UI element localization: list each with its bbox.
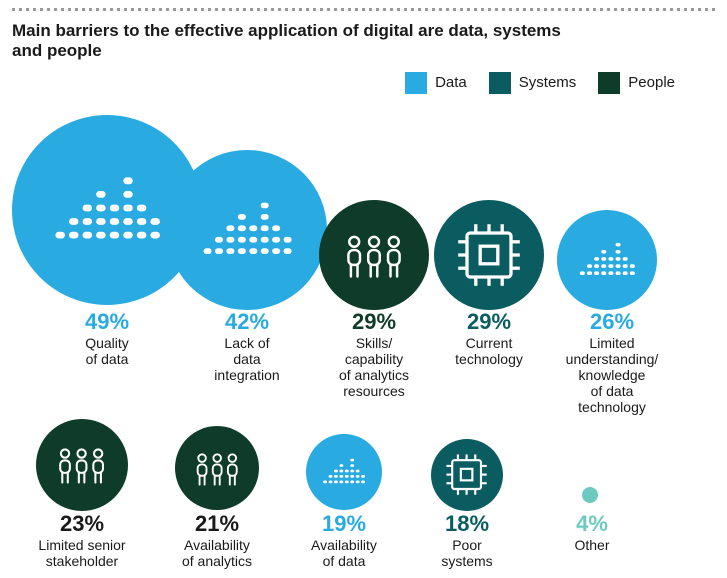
legend-label: People xyxy=(628,74,675,91)
label-line: technology xyxy=(433,351,545,367)
pct-value: 23% xyxy=(20,512,144,535)
pct-value: 21% xyxy=(161,512,273,535)
bubble-other xyxy=(582,487,598,503)
legend-item-systems: Systems xyxy=(489,72,577,94)
pct-value: 29% xyxy=(433,310,545,333)
label-desc: Limited seniorstakeholder xyxy=(20,537,144,569)
bubble-limited_understanding xyxy=(557,210,657,310)
label-quality_of_data: 49%Qualityof data xyxy=(42,310,172,367)
legend-label: Data xyxy=(435,74,467,91)
label-line: of data xyxy=(290,553,398,569)
people-icon xyxy=(192,443,242,493)
label-avail_analytics: 21%Availabilityof analytics xyxy=(161,512,273,569)
pct-value: 29% xyxy=(318,310,430,333)
label-lack_of_integration: 42%Lack ofdataintegration xyxy=(187,310,307,383)
label-line: knowledge xyxy=(547,367,677,383)
label-line: of data xyxy=(42,351,172,367)
label-line: of analytics xyxy=(161,553,273,569)
chip-icon xyxy=(456,222,522,288)
label-desc: Skills/capabilityof analyticsresources xyxy=(318,335,430,399)
label-current_tech: 29%Currenttechnology xyxy=(433,310,545,367)
bubble-skills_capability xyxy=(319,200,429,310)
legend-label: Systems xyxy=(519,74,577,91)
bubble-lack_of_integration xyxy=(167,150,327,310)
people-icon xyxy=(341,222,407,288)
label-desc: Limitedunderstanding/knowledgeof datatec… xyxy=(547,335,677,415)
label-line: stakeholder xyxy=(20,553,144,569)
label-limited_understanding: 26%Limitedunderstanding/knowledgeof data… xyxy=(547,310,677,416)
pct-value: 19% xyxy=(290,512,398,535)
label-line: technology xyxy=(547,399,677,415)
label-line: data xyxy=(187,351,307,367)
label-desc: Availabilityof data xyxy=(290,537,398,569)
legend: Data Systems People xyxy=(12,72,715,94)
pct-value: 4% xyxy=(542,512,642,535)
label-line: of analytics xyxy=(318,367,430,383)
legend-item-people: People xyxy=(598,72,675,94)
label-line: integration xyxy=(187,367,307,383)
bubble-avail_analytics xyxy=(175,426,259,510)
bubble-poor_systems xyxy=(431,439,503,511)
label-desc: Other xyxy=(542,537,642,553)
label-line: resources xyxy=(318,383,430,399)
pct-value: 42% xyxy=(187,310,307,333)
bars-icon xyxy=(50,153,164,267)
label-line: Lack of xyxy=(187,335,307,351)
label-line: Skills/ xyxy=(318,335,430,351)
pct-value: 26% xyxy=(547,310,677,333)
label-skills_capability: 29%Skills/capabilityof analyticsresource… xyxy=(318,310,430,399)
bubble-avail_data xyxy=(306,434,382,510)
label-line: systems xyxy=(415,553,519,569)
pct-value: 49% xyxy=(42,310,172,333)
bubble-current_tech xyxy=(434,200,544,310)
label-line: capability xyxy=(318,351,430,367)
label-poor_systems: 18%Poorsystems xyxy=(415,512,519,569)
label-line: Limited xyxy=(547,335,677,351)
label-line: Limited senior xyxy=(20,537,144,553)
label-desc: Lack ofdataintegration xyxy=(187,335,307,383)
legend-item-data: Data xyxy=(405,72,467,94)
label-avail_data: 19%Availabilityof data xyxy=(290,512,398,569)
swatch-people xyxy=(598,72,620,94)
label-line: Availability xyxy=(161,537,273,553)
dotted-top-border xyxy=(12,8,715,11)
label-desc: Availabilityof analytics xyxy=(161,537,273,569)
chart-title: Main barriers to the effective applicati… xyxy=(12,21,572,62)
label-line: Current xyxy=(433,335,545,351)
label-line: of data xyxy=(547,383,677,399)
bubble-chart: 49%Qualityof data42%Lack ofdataintegrati… xyxy=(12,100,715,560)
bars-icon xyxy=(577,230,637,290)
bars-icon xyxy=(321,449,367,495)
bubble-limited_senior xyxy=(36,419,128,511)
label-line: Poor xyxy=(415,537,519,553)
label-other: 4% Other xyxy=(542,512,642,553)
label-desc: Currenttechnology xyxy=(433,335,545,367)
people-icon xyxy=(54,437,109,492)
label-desc: Qualityof data xyxy=(42,335,172,367)
label-line: Other xyxy=(542,537,642,553)
bars-icon xyxy=(199,182,295,278)
swatch-systems xyxy=(489,72,511,94)
pct-value: 18% xyxy=(415,512,519,535)
swatch-data xyxy=(405,72,427,94)
label-line: Quality xyxy=(42,335,172,351)
label-line: understanding/ xyxy=(547,351,677,367)
label-line: Availability xyxy=(290,537,398,553)
chip-icon xyxy=(445,453,488,496)
label-limited_senior: 23%Limited seniorstakeholder xyxy=(20,512,144,569)
label-desc: Poorsystems xyxy=(415,537,519,569)
